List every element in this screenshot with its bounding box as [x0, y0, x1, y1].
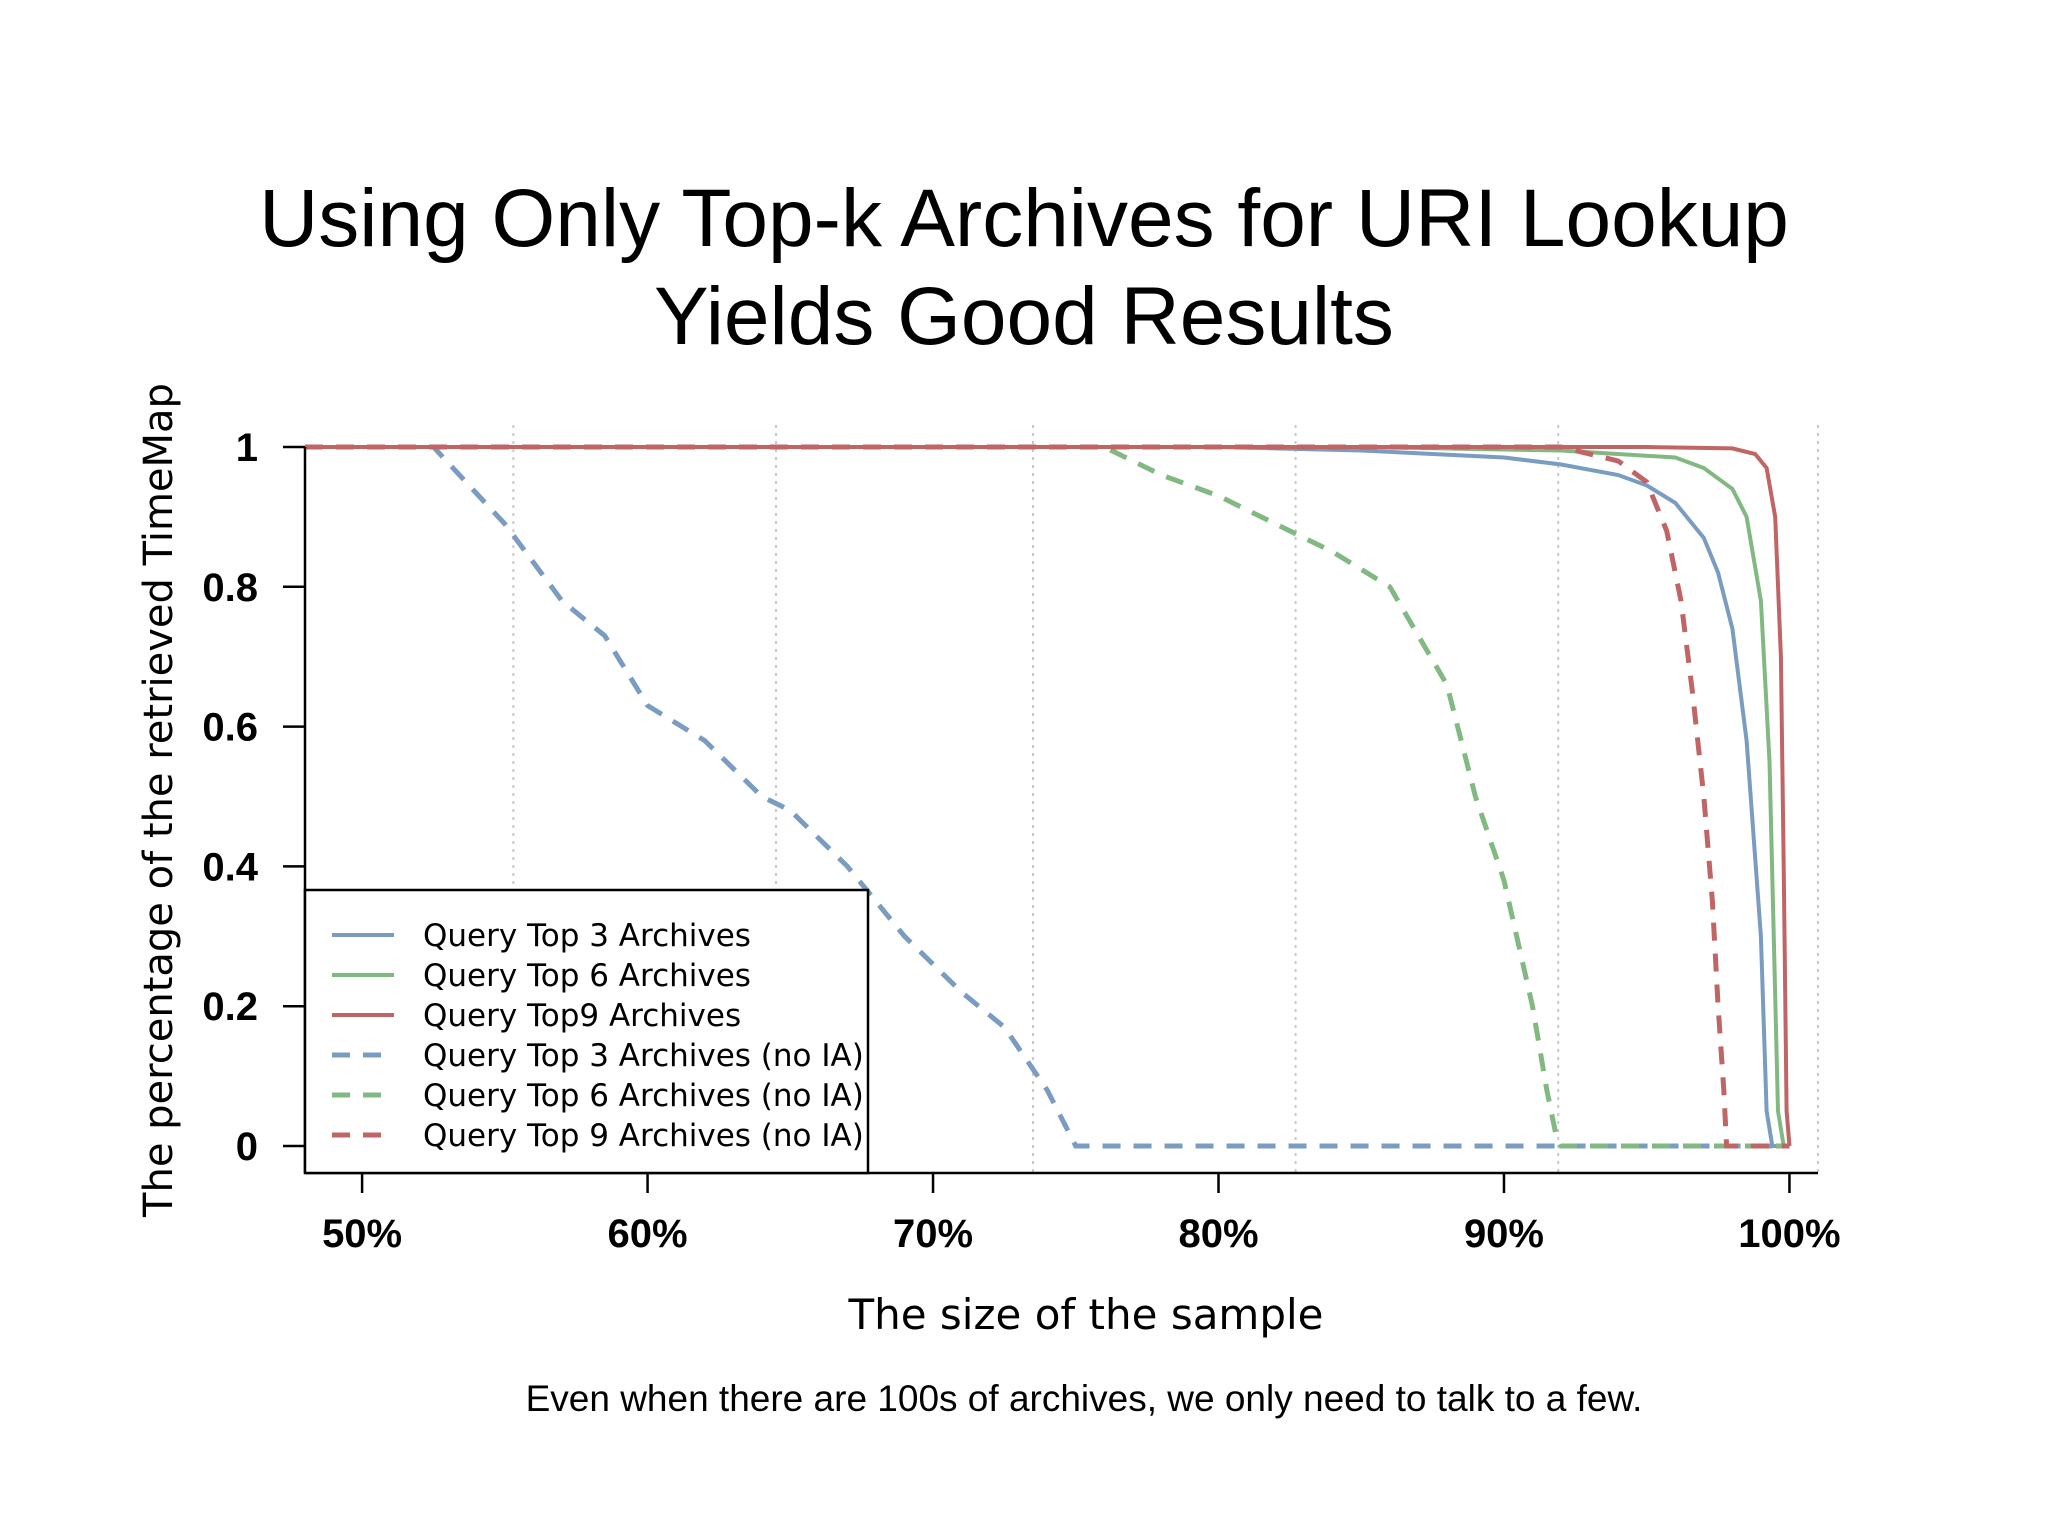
series-line-5 [305, 444, 1790, 1149]
series-line-6 [305, 444, 1790, 1149]
axes: 0 0.2 0.4 0.6 0.8 1 50% 60% 70% 80% 90% 100% The siz… [136, 383, 1841, 1339]
legend-label-2: Query Top 6 Archives [423, 958, 751, 994]
series-line-1 [305, 445, 1790, 1148]
slide-title-line-2: Yields Good Results [654, 271, 1394, 362]
slide-title-line-1: Using Only Top-k Archives for URI Lookup [259, 173, 1789, 264]
slide-caption: Even when there are 100s of archives, we… [525, 1378, 1643, 1419]
legend-label-1: Query Top 3 Archives [423, 918, 751, 954]
series-line-3 [305, 445, 1792, 1147]
legend-label-3: Query Top9 Archives [423, 998, 741, 1034]
y-tick-label-2: 0.4 [202, 845, 258, 889]
x-tick-label-5: 100% [1738, 1212, 1840, 1256]
y-tick-label-5: 1 [236, 426, 258, 470]
y-axis-label: The percentage of the retrieved TimeMap [136, 383, 182, 1218]
x-tick-label-2: 70% [893, 1212, 973, 1256]
x-tick-label-3: 80% [1178, 1212, 1258, 1256]
legend-label-6: Query Top 9 Archives (no IA) [423, 1118, 864, 1154]
x-tick-label-4: 90% [1464, 1212, 1544, 1256]
legend-label-5: Query Top 6 Archives (no IA) [423, 1078, 864, 1114]
series-line-4 [305, 444, 1790, 1149]
x-tick-label-0: 50% [322, 1212, 402, 1256]
x-axis-label: The size of the sample [847, 1290, 1323, 1339]
series-line-2 [305, 445, 1790, 1148]
series-lines [305, 444, 1792, 1149]
y-tick-label-3: 0.6 [202, 706, 258, 750]
legend: Query Top 3 Archives Query Top 6 Archives… [303, 888, 870, 1175]
y-tick-label-1: 0.2 [202, 985, 258, 1029]
y-tick-label-0: 0 [236, 1125, 258, 1169]
legend-label-4: Query Top 3 Archives (no IA) [423, 1038, 864, 1074]
legend-box [303, 888, 870, 1175]
slide-title: Using Only Top-k Archives for URI Lookup… [0, 170, 2048, 366]
x-tick-label-1: 60% [608, 1212, 688, 1256]
y-tick-label-4: 0.8 [202, 566, 258, 610]
